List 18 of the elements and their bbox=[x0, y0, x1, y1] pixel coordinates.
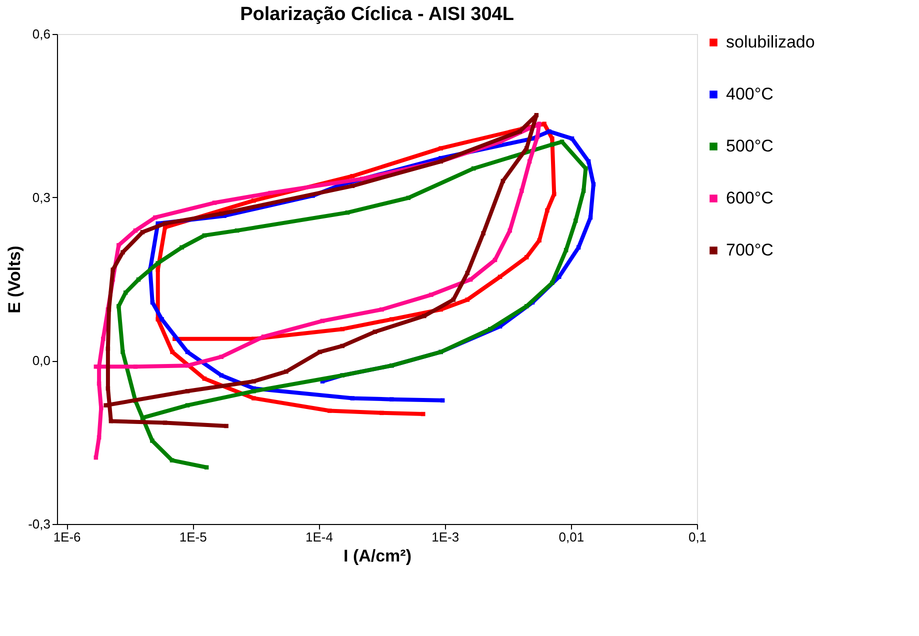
x-tick-label: 1E-3 bbox=[432, 530, 460, 544]
x-tick-label: 0,1 bbox=[688, 530, 707, 544]
legend-label: 600°C bbox=[726, 188, 774, 208]
x-tick-label: 1E-5 bbox=[179, 530, 207, 544]
legend-label: solubilizado bbox=[726, 32, 815, 52]
legend-label: 400°C bbox=[726, 84, 774, 104]
y-tick-label: 0,3 bbox=[32, 190, 50, 205]
x-axis-title: I (A/cm²) bbox=[344, 546, 412, 566]
legend-label: 700°C bbox=[726, 240, 774, 260]
x-tick-label: 1E-6 bbox=[53, 530, 81, 544]
y-tick-label: -0,3 bbox=[28, 516, 50, 532]
y-tick-label: 0,0 bbox=[32, 353, 50, 368]
x-tick-label: 0,01 bbox=[558, 530, 584, 544]
chart-title: Polarização Cíclica - AISI 304L bbox=[240, 4, 514, 25]
legend-label: 500°C bbox=[726, 136, 774, 156]
y-tick-label: 0,6 bbox=[32, 26, 50, 42]
x-tick-label: 1E-4 bbox=[305, 530, 333, 544]
y-axis-title: E (Volts) bbox=[5, 246, 24, 314]
